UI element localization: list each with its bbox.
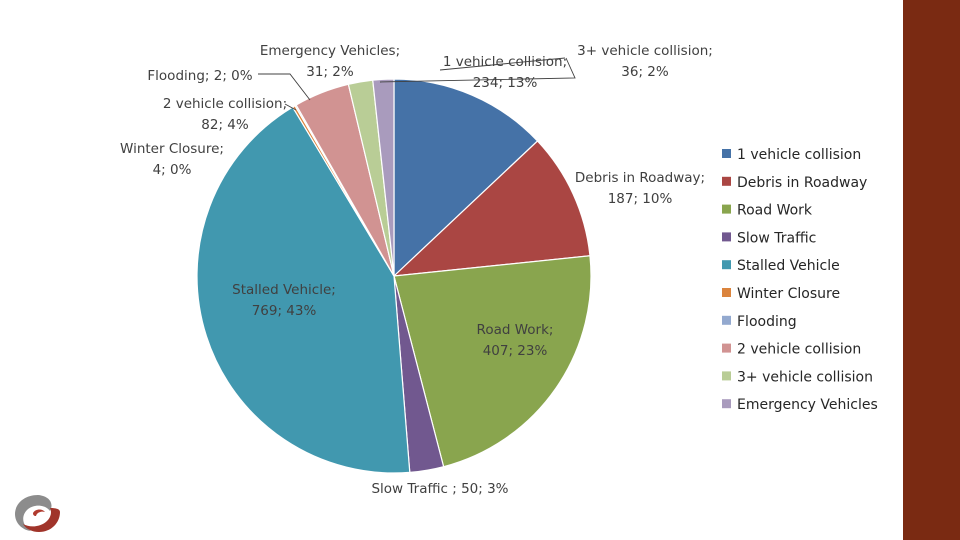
data-label-winter-closure: Winter Closure; 4; 0% [120,141,224,178]
legend-swatch-emergency-vehicles [722,399,731,409]
legend-label-3-plus-vehicle-collision: 3+ vehicle collision [737,369,873,385]
data-label-stalled-vehicle: Stalled Vehicle; 769; 43% [232,282,336,319]
leader-line [284,103,297,111]
data-label-line: Emergency Vehicles; [260,43,400,59]
legend-swatch-debris-in-roadway [722,176,731,186]
data-label-1-vehicle-collision: 1 vehicle collision; 234; 13% [443,54,567,91]
legend-label-emergency-vehicles: Emergency Vehicles [737,397,878,413]
legend-swatch-3-plus-vehicle-collision [722,371,731,381]
data-label-emergency-vehicles: Emergency Vehicles; 31; 2% [260,43,400,80]
data-label-line: 187; 10% [608,191,673,207]
data-label-line: 1 vehicle collision; [443,54,567,70]
legend-swatch-winter-closure [722,288,731,297]
data-label-flooding: Flooding; 2; 0% [147,68,252,84]
data-label-debris-in-roadway: Debris in Roadway; 187; 10% [575,170,705,207]
pie-slice-1-vehicle-collision [393,78,539,278]
legend-label-2-vehicle-collision: 2 vehicle collision [737,342,861,358]
legend-label-1-vehicle-collision: 1 vehicle collision [737,147,861,163]
legend-label-road-work: Road Work [737,203,813,219]
legend-label-debris-in-roadway: Debris in Roadway [737,175,867,191]
legend-swatch-stalled-vehicle [722,260,731,270]
data-label-line: 407; 23% [483,343,548,359]
pie-slice-emergency-vehicles [372,78,395,277]
leader-lines [258,57,576,111]
legend-swatch-flooding [722,315,731,325]
legend-label-winter-closure: Winter Closure [737,286,840,302]
pie-slices [196,78,592,474]
data-label-line: 234; 13% [473,75,538,91]
data-label-line: 2 vehicle collision; [163,96,287,112]
legend-swatch-2-vehicle-collision [722,343,731,353]
swirl-logo-icon [15,495,60,532]
data-label-2-vehicle-collision: 2 vehicle collision; 82; 4% [163,96,287,133]
data-label-road-work: Road Work; 407; 23% [477,322,554,359]
data-label-line: 31; 2% [306,64,354,80]
data-label-3-plus-vehicle-collision: 3+ vehicle collision; 36; 2% [577,43,713,80]
data-label-line: Flooding; 2; 0% [147,68,252,84]
legend-swatch-road-work [722,204,731,214]
right-brand-bar [903,0,960,540]
leader-line [439,57,566,71]
leader-line [379,57,576,83]
data-label-line: 3+ vehicle collision; [577,43,713,59]
data-label-line: 36; 2% [621,64,669,80]
pie-slice-debris-in-roadway [392,140,591,277]
data-label-line: Stalled Vehicle; [232,282,336,298]
legend-label-stalled-vehicle: Stalled Vehicle [737,258,840,274]
data-label-line: 82; 4% [201,117,249,133]
leader-line [258,73,311,101]
data-label-line: 769; 43% [252,303,317,319]
legend: 1 vehicle collision Debris in Roadway Road… [722,147,878,413]
legend-swatch-slow-traffic [722,232,731,242]
data-label-line: Road Work; [477,322,554,338]
data-label-line: Slow Traffic ; 50; 3% [371,481,508,497]
data-label-slow-traffic: Slow Traffic ; 50; 3% [371,481,508,497]
pie-slice-stalled-vehicle [196,106,411,474]
data-label-line: 4; 0% [153,162,192,178]
legend-swatch-1-vehicle-collision [722,149,731,158]
pie-slice-road-work [393,255,592,468]
legend-label-slow-traffic: Slow Traffic [737,230,816,246]
data-label-line: Debris in Roadway; [575,170,705,186]
data-label-line: Winter Closure; [120,141,224,157]
legend-label-flooding: Flooding [737,314,797,330]
